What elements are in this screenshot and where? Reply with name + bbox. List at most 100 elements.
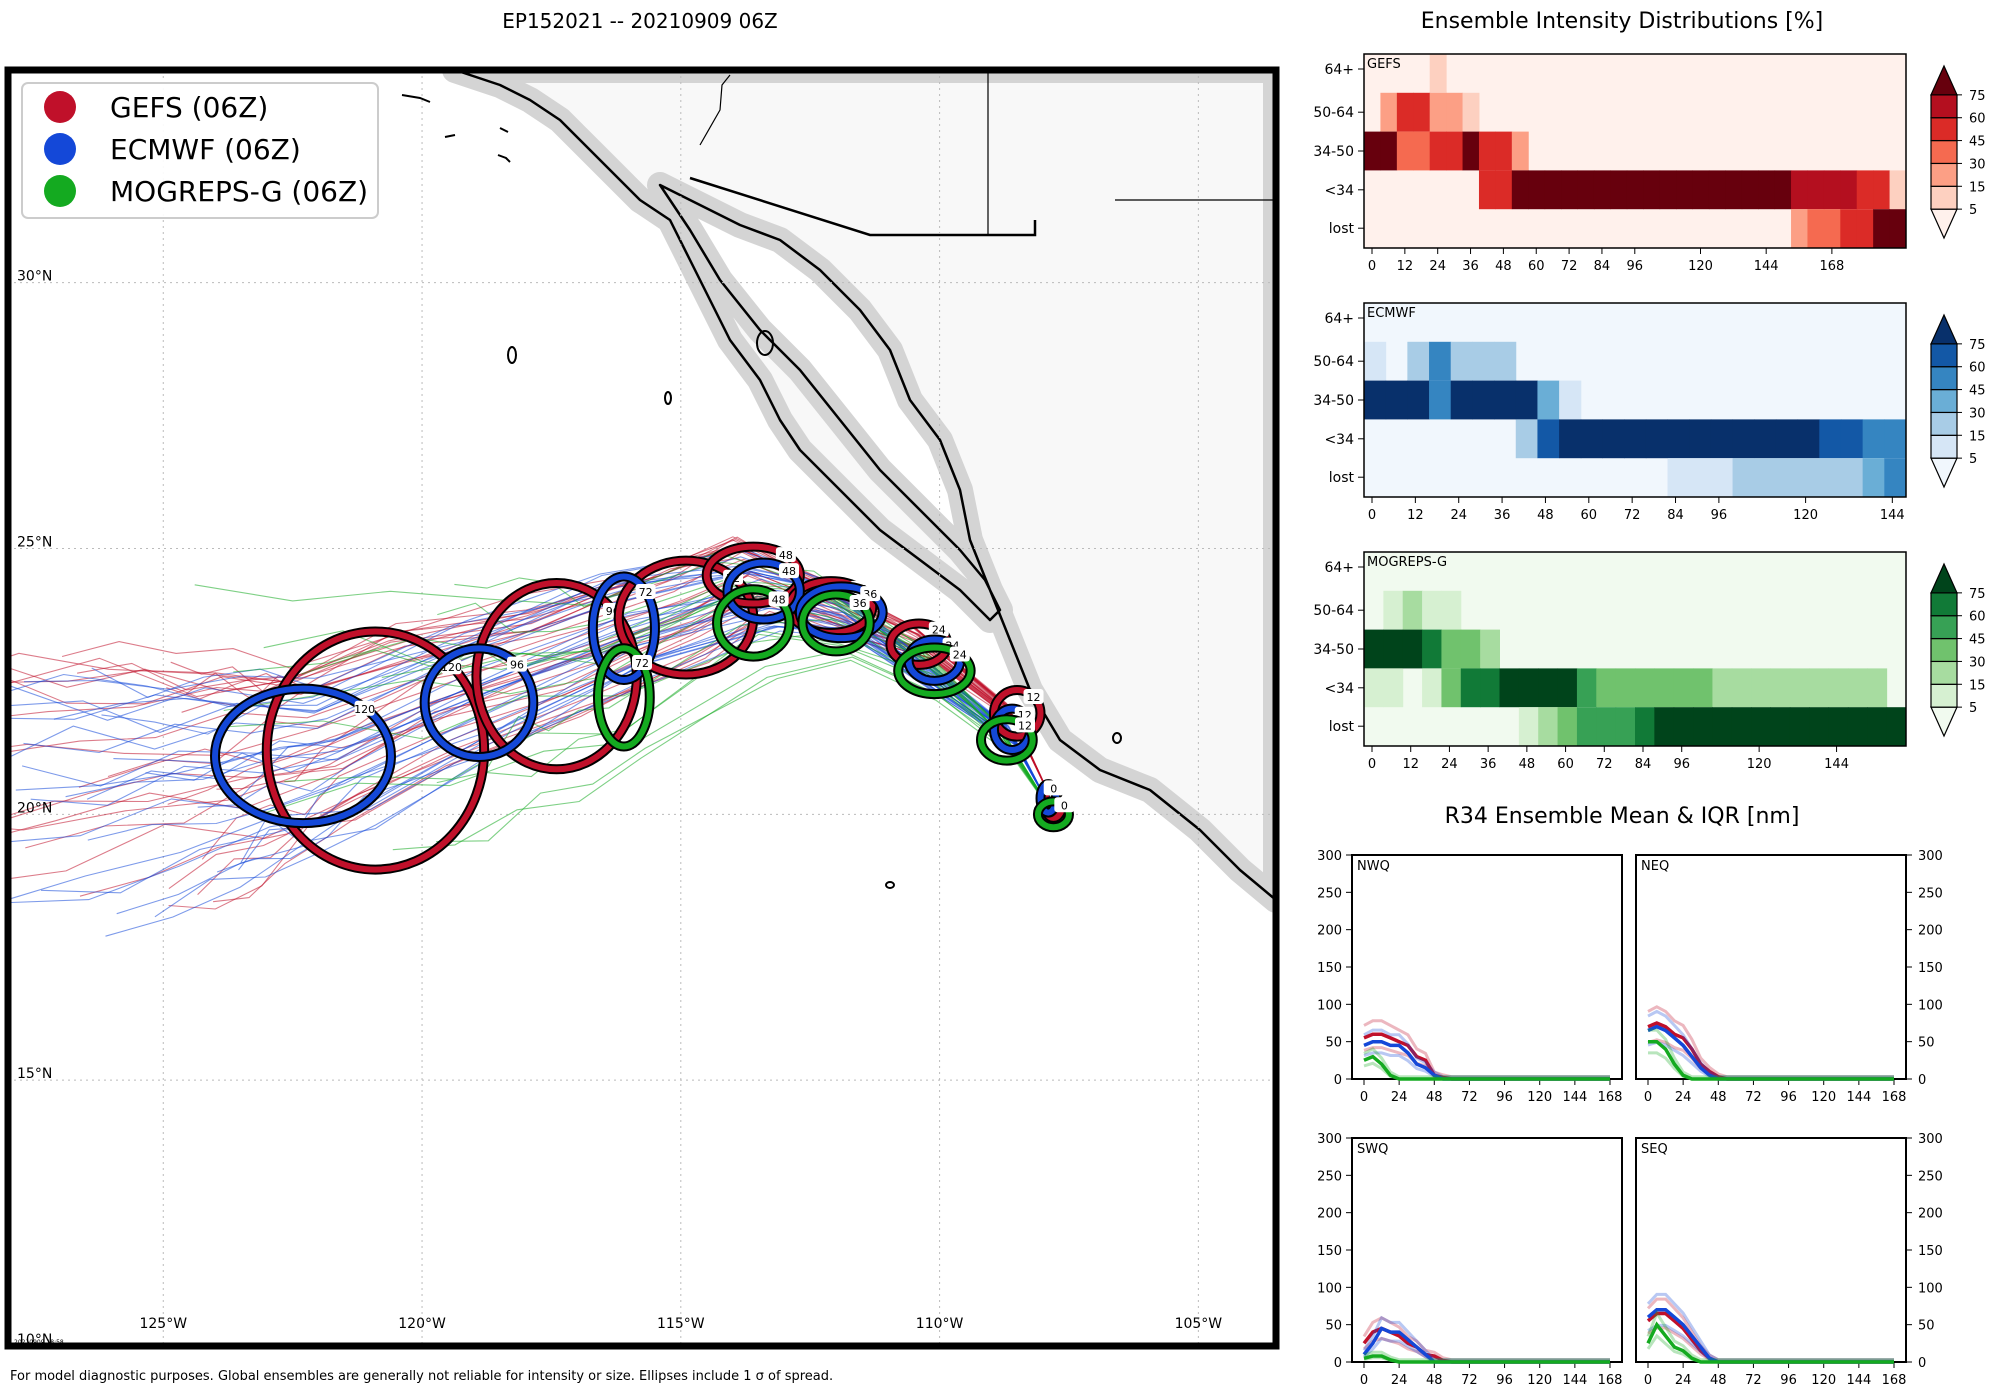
r34-panel-seq: SEQ 0 50 100 150 200 250 300 0 24 48 72 96 120 144 168	[1635, 1132, 1943, 1388]
r34-y-label: 150	[1918, 961, 1943, 976]
ellipse-label-bg	[1043, 780, 1064, 796]
r34-y-label: 100	[1317, 1281, 1342, 1296]
ellipse-label-bg	[354, 700, 375, 716]
ellipse-label-bg	[1054, 797, 1075, 813]
r34-y-label: 250	[1918, 886, 1943, 901]
heatmap-x-label: 96	[1673, 757, 1690, 772]
heatmap-cell	[1645, 419, 1669, 459]
heatmap-cell	[1407, 341, 1430, 381]
heatmap-row-label: <34	[1324, 681, 1354, 697]
r34-x-label: 24	[1391, 1090, 1408, 1105]
heatmap-x-label: 36	[1480, 757, 1497, 772]
heatmap-cell	[1615, 668, 1636, 708]
legend-label: MOGREPS-G (06Z)	[110, 175, 368, 208]
heatmap-cell	[1819, 458, 1842, 497]
r34-y-label: 50	[1918, 1036, 1935, 1051]
heatmap-cell	[1751, 707, 1771, 746]
heatmap-row-label: <34	[1324, 432, 1354, 448]
r34-title: R34 Ensemble Mean & IQR [nm]	[1445, 804, 1800, 829]
r34-y-label: 200	[1317, 924, 1342, 939]
heatmap-model-label: GEFS	[1367, 57, 1401, 72]
heatmap-cell	[1673, 668, 1694, 708]
member-track	[170, 545, 1054, 804]
heatmap-gefs: GEFS 64+ 50-64 34-50 <34 lost 0 12 24 36 48 60 72 84 9…	[1313, 53, 1986, 274]
heatmap-x-label: 24	[1429, 259, 1446, 274]
map-stamp: 20210909 18:58	[14, 1339, 64, 1346]
heatmap-cell	[1396, 131, 1414, 171]
r34-iqr-upper	[1362, 1315, 1610, 1362]
heatmap-cell	[1807, 209, 1825, 248]
heatmap-cell	[1741, 170, 1759, 210]
heatmap-model-label: ECMWF	[1367, 306, 1416, 321]
map-frame	[4, 66, 1280, 1350]
colorbar-label: 60	[1969, 361, 1986, 376]
ellipse-96h	[421, 645, 537, 761]
r34-iqr-upper	[1362, 1316, 1610, 1362]
heatmap-cell	[1460, 668, 1481, 708]
colorbar-segment	[1930, 660, 1958, 685]
legend-label: ECMWF (06Z)	[110, 133, 301, 166]
heatmap-cell	[1689, 458, 1712, 497]
r34-mean-line	[1363, 1354, 1610, 1364]
member-track	[223, 597, 1054, 815]
lat-label: 30°N	[17, 269, 52, 285]
heatmap-cell	[1615, 707, 1636, 746]
heatmap-model-label: MOGREPS-G	[1367, 555, 1447, 570]
heatmap-x-label: 0	[1368, 757, 1376, 772]
heatmap-cell	[1557, 707, 1578, 746]
heatmap-cell	[1884, 458, 1907, 497]
lon-label: 110°W	[916, 1316, 964, 1332]
ellipse-label: 120	[354, 703, 375, 716]
ellipse-label: 48	[782, 565, 796, 578]
r34-y-label: 200	[1918, 924, 1943, 939]
heatmap-cell	[1576, 668, 1597, 708]
r34-y-label: 50	[1918, 1319, 1935, 1334]
heatmap-cell	[1624, 419, 1647, 459]
r34-x-label: 96	[1780, 1373, 1797, 1388]
heatmap-cell	[1460, 629, 1481, 669]
heatmap-cell	[1593, 170, 1611, 210]
heatmap-x-label: 36	[1462, 259, 1479, 274]
ellipse-24h	[895, 644, 974, 698]
heatmap-cell	[1413, 92, 1431, 132]
member-track	[436, 633, 1054, 815]
colorbar-label: 30	[1969, 655, 1986, 670]
heatmap-cell	[1791, 209, 1808, 248]
heatmap-cell	[1809, 707, 1830, 746]
colorbar-segment	[1930, 117, 1958, 142]
r34-y-label: 100	[1918, 998, 1943, 1013]
heatmap-cell	[1380, 92, 1398, 132]
heatmap-x-label: 144	[1880, 508, 1905, 523]
ellipse-48h	[724, 559, 803, 623]
heatmap-cell	[1867, 668, 1888, 708]
heatmap-row-label: 50-64	[1313, 354, 1354, 370]
heatmap-ecmwf: ECMWF 64+ 50-64 34-50 <34 lost 0 12 24 36 48 60 72 84…	[1313, 302, 1986, 523]
ellipse-72h	[595, 645, 653, 750]
colorbar-segment	[1930, 388, 1958, 414]
member-track	[284, 630, 1054, 815]
ellipse-label: 48	[779, 549, 793, 562]
heatmap-cell	[1884, 419, 1907, 459]
heatmap-row-label: lost	[1329, 470, 1355, 486]
ellipse-label: 72	[639, 586, 653, 599]
heatmap-x-label: 72	[1624, 508, 1641, 523]
heatmap-x-label: 120	[1793, 508, 1818, 523]
heatmap-x-label: 0	[1368, 259, 1376, 274]
heatmap-cell	[1807, 170, 1825, 210]
colorbar-label: 75	[1969, 89, 1986, 104]
colorbar-label: 30	[1969, 406, 1986, 421]
heatmap-cell	[1596, 707, 1617, 746]
heatmap-cell	[1396, 92, 1414, 132]
colorbar-segment	[1930, 139, 1958, 165]
r34-quadrant-label: NEQ	[1641, 859, 1669, 874]
r34-x-label: 144	[1846, 1090, 1871, 1105]
heatmap-cell	[1867, 707, 1888, 746]
heatmap-cell	[1676, 170, 1693, 210]
lat-label: 25°N	[17, 535, 52, 551]
heatmap-cell	[1472, 380, 1495, 420]
heatmap-cell	[1561, 170, 1579, 210]
heatmap-cell	[1383, 668, 1404, 708]
ellipse-label-bg	[928, 621, 949, 637]
heatmap-cell	[1537, 419, 1560, 459]
heatmap-cell	[1731, 707, 1752, 746]
